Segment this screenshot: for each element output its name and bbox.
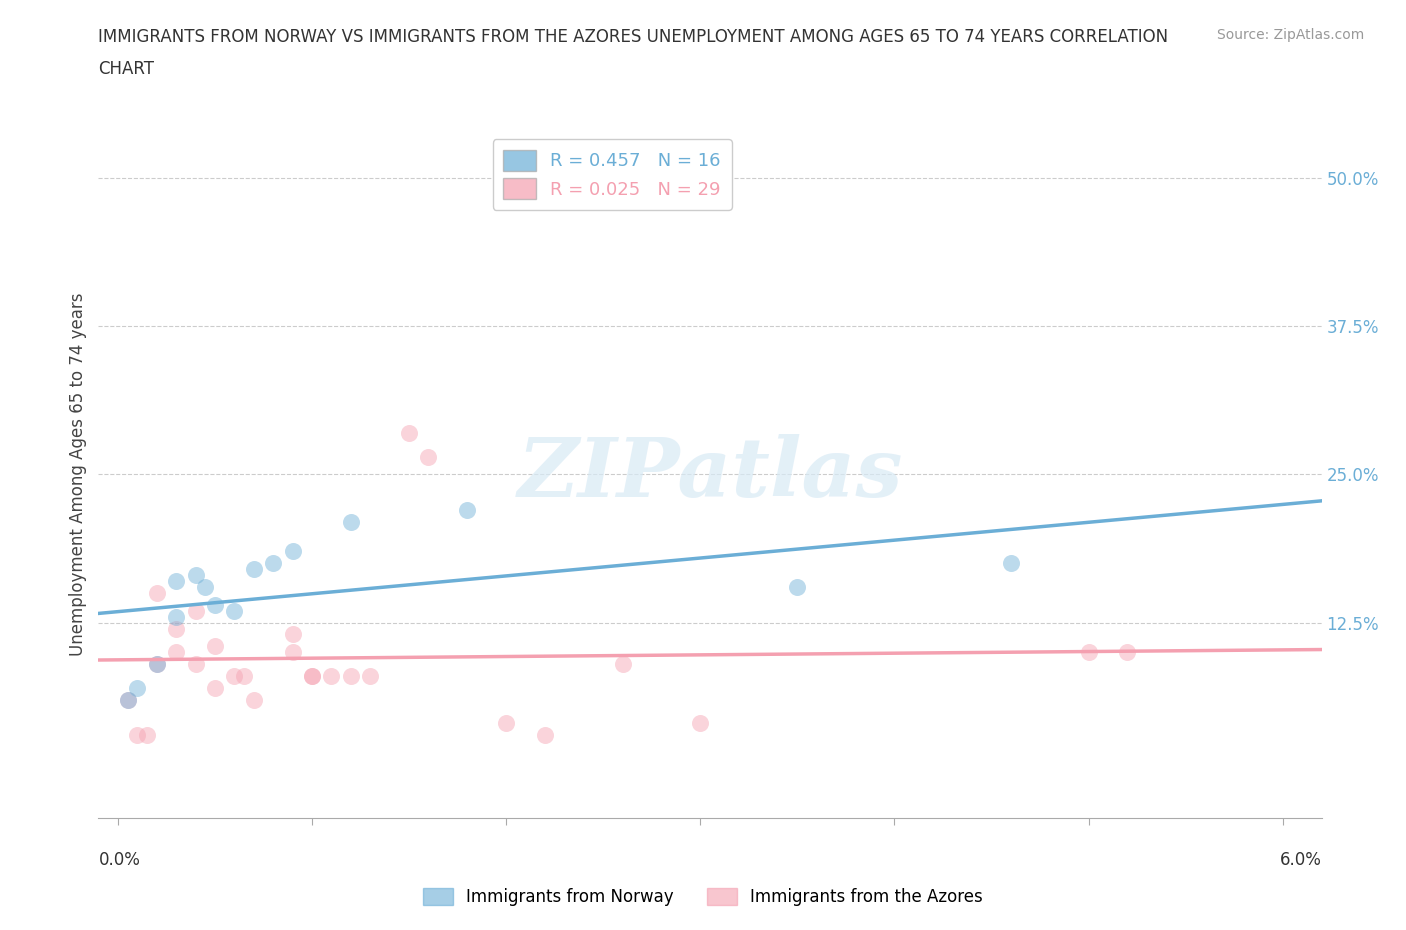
Point: [242, 562, 264, 577]
Point: [127, 681, 149, 696]
Text: 6.0%: 6.0%: [1279, 851, 1322, 869]
Point: [281, 644, 304, 659]
Point: [233, 669, 256, 684]
Point: [184, 567, 207, 582]
Point: [165, 621, 187, 636]
Text: Source: ZipAtlas.com: Source: ZipAtlas.com: [1216, 28, 1364, 42]
Point: [204, 639, 226, 654]
Point: [184, 604, 207, 618]
Point: [281, 544, 304, 559]
Point: [165, 644, 187, 659]
Point: [301, 669, 323, 684]
Point: [145, 657, 167, 671]
Point: [204, 597, 226, 612]
Point: [340, 514, 363, 529]
Text: IMMIGRANTS FROM NORWAY VS IMMIGRANTS FROM THE AZORES UNEMPLOYMENT AMONG AGES 65 : IMMIGRANTS FROM NORWAY VS IMMIGRANTS FRO…: [98, 28, 1168, 46]
Point: [1116, 644, 1139, 659]
Point: [165, 574, 187, 589]
Point: [204, 681, 226, 696]
Point: [340, 669, 363, 684]
Point: [1000, 556, 1022, 571]
Point: [194, 579, 217, 594]
Point: [398, 425, 420, 440]
Point: [145, 657, 167, 671]
Point: [165, 609, 187, 624]
Point: [418, 449, 440, 464]
Text: CHART: CHART: [98, 60, 155, 78]
Point: [281, 627, 304, 642]
Point: [224, 604, 246, 618]
Point: [786, 579, 808, 594]
Y-axis label: Unemployment Among Ages 65 to 74 years: Unemployment Among Ages 65 to 74 years: [69, 293, 87, 656]
Text: 0.0%: 0.0%: [98, 851, 141, 869]
Text: ZIPatlas: ZIPatlas: [517, 434, 903, 514]
Point: [534, 728, 557, 743]
Point: [612, 657, 634, 671]
Point: [456, 502, 478, 517]
Point: [136, 728, 159, 743]
Point: [301, 669, 323, 684]
Point: [145, 586, 167, 601]
Point: [127, 728, 149, 743]
Point: [242, 692, 264, 707]
Point: [224, 669, 246, 684]
Legend: R = 0.457   N = 16, R = 0.025   N = 29: R = 0.457 N = 16, R = 0.025 N = 29: [492, 140, 731, 210]
Point: [117, 692, 139, 707]
Point: [495, 716, 517, 731]
Point: [321, 669, 343, 684]
Legend: Immigrants from Norway, Immigrants from the Azores: Immigrants from Norway, Immigrants from …: [416, 881, 990, 912]
Point: [184, 657, 207, 671]
Point: [1077, 644, 1099, 659]
Point: [689, 716, 711, 731]
Point: [117, 692, 139, 707]
Point: [262, 556, 284, 571]
Point: [359, 669, 381, 684]
